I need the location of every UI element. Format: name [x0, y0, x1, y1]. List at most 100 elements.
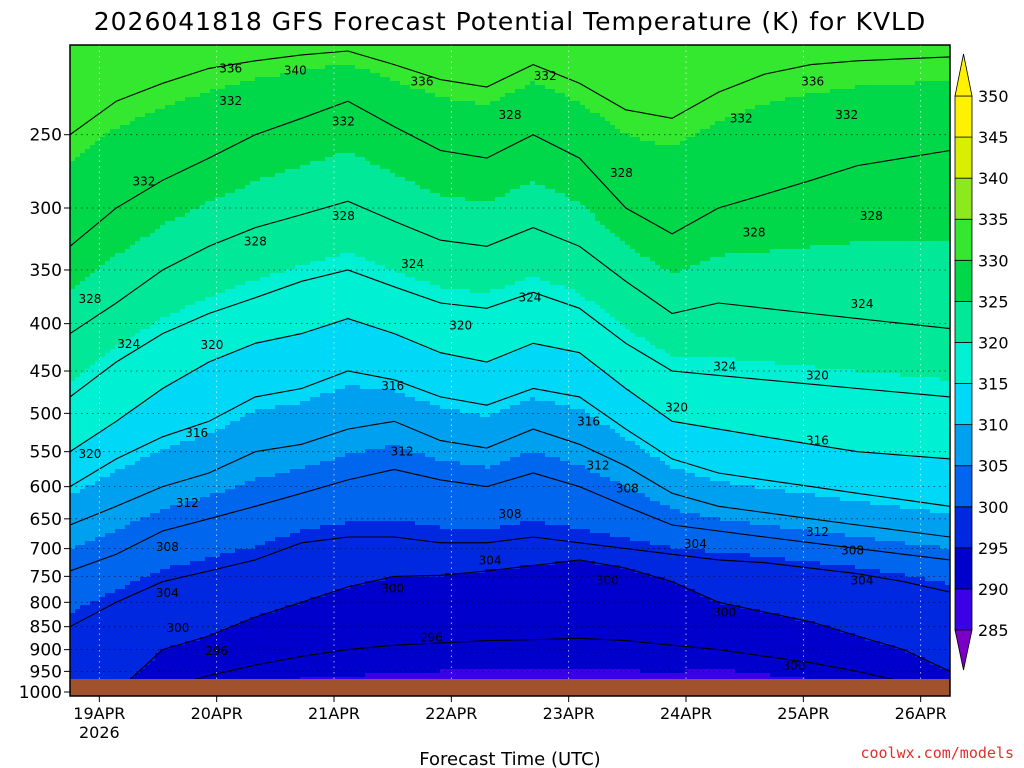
theta-cell [190, 97, 196, 102]
theta-cell [145, 473, 151, 478]
theta-cell [175, 605, 181, 610]
theta-cell [125, 273, 131, 278]
theta-cell [190, 189, 196, 194]
theta-cell [125, 189, 131, 194]
theta-cell [70, 209, 76, 214]
theta-cell [90, 325, 96, 330]
theta-cell [140, 149, 146, 154]
theta-cell [190, 549, 196, 554]
theta-cell [210, 229, 216, 234]
theta-cell [205, 181, 211, 186]
theta-cell [125, 441, 131, 446]
theta-cell [180, 209, 186, 214]
theta-cell [75, 153, 81, 158]
theta-cell [105, 493, 111, 498]
theta-cell [180, 605, 186, 610]
theta-cell [110, 641, 116, 646]
theta-cell [150, 253, 156, 258]
theta-cell [100, 81, 106, 86]
theta-cell [185, 53, 191, 58]
theta-cell [160, 213, 166, 218]
theta-cell [165, 105, 171, 110]
theta-cell [115, 253, 121, 258]
theta-cell [80, 605, 86, 610]
theta-cell [70, 405, 76, 410]
theta-cell [150, 645, 156, 650]
theta-cell [80, 485, 86, 490]
theta-cell [195, 273, 201, 278]
theta-cell [155, 197, 161, 202]
theta-cell [180, 317, 186, 322]
theta-cell [115, 657, 121, 662]
theta-cell [70, 253, 76, 258]
theta-cell [90, 509, 96, 514]
theta-cell [205, 353, 211, 358]
theta-cell [195, 377, 201, 382]
theta-cell [200, 113, 206, 118]
theta-cell [170, 209, 176, 214]
theta-cell [170, 185, 176, 190]
theta-cell [170, 349, 176, 354]
theta-cell [200, 401, 206, 406]
theta-cell [105, 81, 111, 86]
theta-cell [165, 325, 171, 330]
theta-cell [145, 421, 151, 426]
theta-cell [160, 453, 166, 458]
theta-cell [170, 109, 176, 114]
theta-cell [220, 397, 226, 402]
theta-cell [85, 361, 91, 366]
theta-cell [150, 197, 156, 202]
theta-cell [185, 661, 191, 666]
theta-cell [150, 629, 156, 634]
theta-cell [70, 341, 76, 346]
theta-cell [130, 433, 136, 438]
theta-cell [115, 569, 121, 574]
theta-cell [85, 401, 91, 406]
theta-cell [170, 81, 176, 86]
theta-cell [70, 397, 76, 402]
theta-cell [90, 485, 96, 490]
theta-cell [90, 573, 96, 578]
theta-cell [190, 193, 196, 198]
theta-cell [85, 433, 91, 438]
theta-cell [135, 641, 141, 646]
theta-cell [120, 69, 126, 74]
theta-cell [115, 137, 121, 142]
theta-cell [145, 169, 151, 174]
theta-cell [145, 317, 151, 322]
theta-cell [130, 589, 136, 594]
theta-cell [130, 297, 136, 302]
theta-cell [195, 81, 201, 86]
theta-cell [135, 665, 141, 670]
theta-cell [215, 617, 221, 622]
theta-cell [105, 65, 111, 70]
theta-cell [120, 217, 126, 222]
theta-cell [175, 137, 181, 142]
theta-cell [190, 389, 196, 394]
theta-cell [175, 421, 181, 426]
theta-cell [175, 425, 181, 430]
theta-cell [95, 661, 101, 666]
theta-cell [175, 225, 181, 230]
theta-cell [150, 89, 156, 94]
theta-cell [95, 537, 101, 542]
theta-cell [200, 385, 206, 390]
theta-cell [110, 405, 116, 410]
theta-cell [175, 161, 181, 166]
theta-cell [155, 577, 161, 582]
theta-cell [140, 141, 146, 146]
theta-cell [125, 541, 131, 546]
theta-cell [170, 169, 176, 174]
theta-cell [105, 201, 111, 206]
theta-cell [150, 577, 156, 582]
theta-cell [140, 429, 146, 434]
theta-cell [145, 641, 151, 646]
theta-cell [180, 353, 186, 358]
theta-cell [75, 261, 81, 266]
theta-cell [120, 641, 126, 646]
theta-cell [80, 281, 86, 286]
theta-cell [150, 189, 156, 194]
theta-cell [210, 305, 216, 310]
theta-cell [85, 53, 91, 58]
theta-cell [150, 65, 156, 70]
